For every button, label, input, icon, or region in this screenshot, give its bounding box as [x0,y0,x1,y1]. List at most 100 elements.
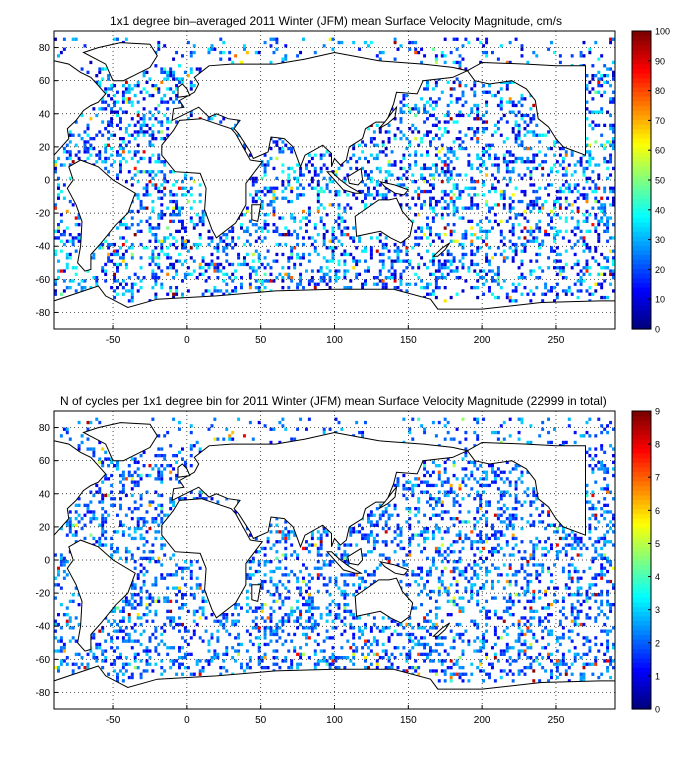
bin-cell [172,57,176,61]
bin-cell [367,127,370,131]
bin-cell [384,276,388,280]
bin-cell [296,427,300,431]
bin-cell [358,523,362,527]
bin-cell [89,146,93,151]
bin-cell [299,219,303,224]
bin-cell [101,480,105,484]
bin-cell [547,566,551,570]
bin-cell [505,170,509,174]
bin-cell [529,259,533,263]
bin-cell [151,143,155,147]
bin-cell [245,603,249,607]
bin-cell [325,259,329,263]
bin-cell [588,507,592,511]
bin-cell [322,279,326,283]
bin-cell [564,219,568,224]
bin-cell [284,242,288,247]
bin-cell [130,480,134,484]
bin-cell [231,289,235,293]
bin-cell [219,37,223,41]
bin-cell [231,437,235,441]
bin-cell [192,223,196,227]
bin-cell [488,156,491,161]
bin-cell [272,189,276,194]
bin-cell [508,563,512,567]
bin-cell [476,279,480,283]
bin-cell [71,523,75,527]
bin-cell [148,596,152,600]
bin-cell [198,493,202,498]
bin-cell [547,510,551,514]
bin-cell [553,203,556,207]
bin-cell [310,242,314,247]
bin-cell [535,569,539,574]
bin-cell [83,503,87,508]
bin-cell [603,556,607,561]
bin-cell [183,583,187,587]
bin-cell [582,236,586,240]
bin-cell [603,213,607,217]
bin-cell [287,183,291,187]
bin-cell [520,517,524,521]
bin-cell [310,576,314,580]
bin-cell [405,137,409,141]
bin-cell [77,156,81,161]
bin-cell [508,299,512,303]
bin-cell [121,252,125,257]
bin-cell [349,543,353,547]
bin-cell [110,120,114,124]
bin-cell [473,93,477,98]
bin-cell [346,603,350,607]
bin-cell [591,556,595,561]
bin-cell [564,153,568,157]
bin-cell [485,40,489,45]
bin-cell [337,189,341,194]
bin-cell [476,272,480,277]
bin-cell [585,450,589,455]
bin-cell [482,153,486,157]
bin-cell [402,483,406,488]
bin-cell [420,206,424,210]
bin-cell [151,123,155,128]
colorbar-swatch [632,138,651,144]
bin-cell [520,199,524,204]
bin-cell [396,543,400,547]
colorbar-swatch [632,315,651,321]
bin-cell [508,97,512,101]
bin-cell [420,279,424,283]
bin-cell [254,239,258,243]
bin-cell [429,483,432,488]
bin-cell [378,183,382,187]
bin-cell [393,117,397,121]
bin-cell [461,467,465,471]
bin-cell [485,510,489,514]
bin-cell [423,526,427,531]
bin-cell [455,269,459,273]
bin-cell [423,133,427,137]
bin-cell [405,289,409,293]
bin-cell [189,219,193,224]
bin-cell [107,252,111,257]
bin-cell [201,596,205,600]
bin-cell [116,279,119,283]
bin-cell [508,566,512,570]
bin-cell [470,110,474,114]
bin-cell [328,609,332,614]
bin-cell [154,64,158,68]
bin-cell [110,87,114,91]
bin-cell [334,579,338,584]
bin-cell [396,563,400,567]
bin-cell [555,530,559,534]
bin-cell [54,163,57,167]
bin-cell [532,292,536,296]
bin-cell [148,229,152,234]
bin-cell [157,447,161,451]
bin-cell [437,156,441,161]
bin-cell [458,536,462,541]
bin-cell [561,183,565,187]
bin-cell [600,460,604,465]
bin-cell [57,259,60,263]
bin-cell [520,213,524,217]
bin-cell [434,279,438,283]
